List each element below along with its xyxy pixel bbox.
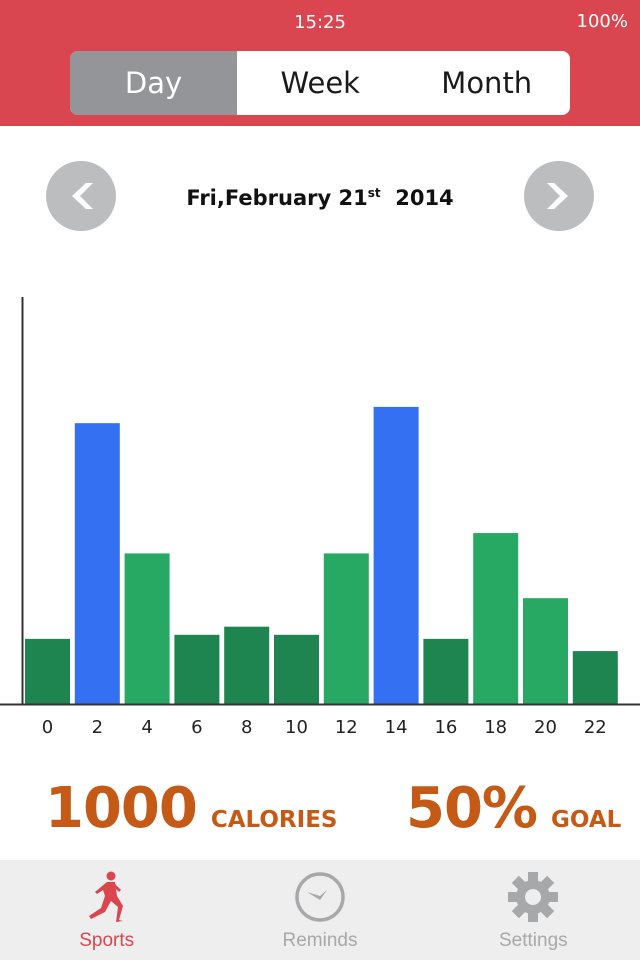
x-tick-label: 10 [285,717,308,738]
goal-value: 50% [406,776,538,841]
tab-week[interactable]: Week [280,66,360,100]
header: 15:25 100% Day Week Month [0,0,640,126]
clock-icon [295,872,345,922]
status-battery: 100% [576,11,628,32]
tab-settings-label: Settings [498,930,568,951]
tab-reminds-label: Reminds [282,930,358,951]
bar [523,598,568,704]
x-tick-label: 8 [241,717,252,738]
current-date: Fri,February 21st 2014 [186,186,454,210]
previous-day-button[interactable] [46,161,116,231]
x-tick-label: 14 [385,717,408,738]
tab-sports[interactable]: Sports [0,860,213,960]
x-tick-label: 18 [484,717,507,738]
x-tick-label: 22 [584,717,607,738]
next-day-button[interactable] [524,161,594,231]
x-tick-label: 16 [434,717,457,738]
bar [25,638,70,704]
goal-stat: 50% GOAL [406,776,621,841]
x-tick-label: 2 [92,717,103,738]
x-tick-label: 12 [335,717,358,738]
x-tick-label: 0 [42,717,53,738]
chevron-right-icon [547,183,568,209]
tab-month[interactable]: Month [441,66,533,100]
x-tick-label: 4 [141,717,152,738]
bar [373,406,419,704]
gear-icon [508,872,559,922]
bar [174,634,220,704]
tab-bar: Sports Reminds Settings [0,860,640,960]
period-segmented-control: Day Week Month [70,51,570,115]
goal-label: GOAL [551,807,622,833]
tab-reminds[interactable]: Reminds [213,860,426,960]
bar [473,533,519,704]
bar [124,553,170,704]
tab-sports-label: Sports [79,930,135,951]
tab-day[interactable]: Day [70,51,237,115]
bar [74,423,120,704]
bar [274,634,319,704]
tab-settings[interactable]: Settings [427,860,640,960]
calories-label: CALORIES [210,807,338,833]
chevron-left-icon [72,183,93,209]
calories-bar-chart: 0 2 4 6 8 10 12 14 16 18 20 22 [0,297,640,738]
x-tick-label: 6 [191,717,202,738]
bar [224,626,270,704]
bar [323,553,369,704]
calories-stat: 1000 CALORIES [45,776,337,841]
bar [572,651,618,704]
status-time: 15:25 [294,12,346,33]
runner-icon [88,871,123,922]
bar [423,638,469,704]
calories-value: 1000 [45,776,198,841]
x-tick-label: 20 [534,717,557,738]
